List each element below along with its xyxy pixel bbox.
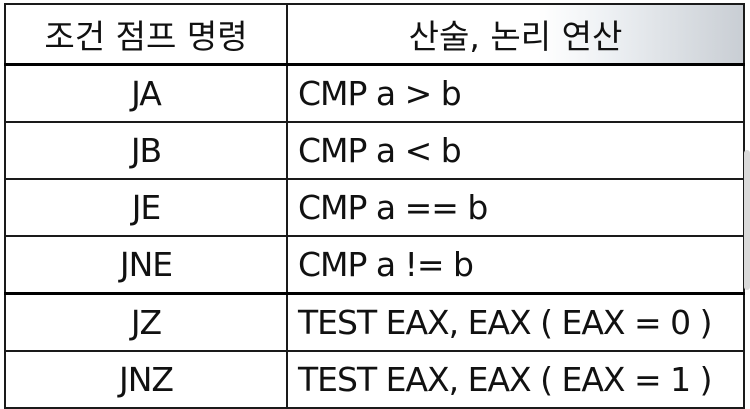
operation-cell: CMP a > b [286,63,745,123]
table-row: JZ TEST EAX, EAX ( EAX = 0 ) [4,292,745,352]
header-arith-logic-op: 산술, 논리 연산 [286,3,745,66]
table-header-row: 조건 점프 명령 산술, 논리 연산 [4,3,745,66]
jump-code-cell: JE [4,178,288,237]
jump-code-cell: JB [4,121,288,180]
header-conditional-jump: 조건 점프 명령 [4,3,288,66]
jump-code-cell: JNZ [4,350,288,409]
jump-instruction-table: 조건 점프 명령 산술, 논리 연산 JA CMP a > b JB CMP a… [4,3,745,409]
table-row: JNZ TEST EAX, EAX ( EAX = 1 ) [4,350,745,409]
jump-instruction-table-container: 조건 점프 명령 산술, 논리 연산 JA CMP a > b JB CMP a… [4,3,745,409]
table-row: JB CMP a < b [4,121,745,180]
scrollbar-thumb[interactable] [744,150,750,290]
table-row: JNE CMP a != b [4,235,745,295]
operation-cell: CMP a != b [286,235,745,295]
jump-code-cell: JNE [4,235,288,295]
operation-cell: CMP a < b [286,121,745,180]
jump-code-cell: JZ [4,292,288,352]
jump-code-cell: JA [4,63,288,123]
operation-cell: TEST EAX, EAX ( EAX = 1 ) [286,350,745,409]
table-row: JA CMP a > b [4,63,745,123]
operation-cell: TEST EAX, EAX ( EAX = 0 ) [286,292,745,352]
table-row: JE CMP a == b [4,178,745,237]
operation-cell: CMP a == b [286,178,745,237]
